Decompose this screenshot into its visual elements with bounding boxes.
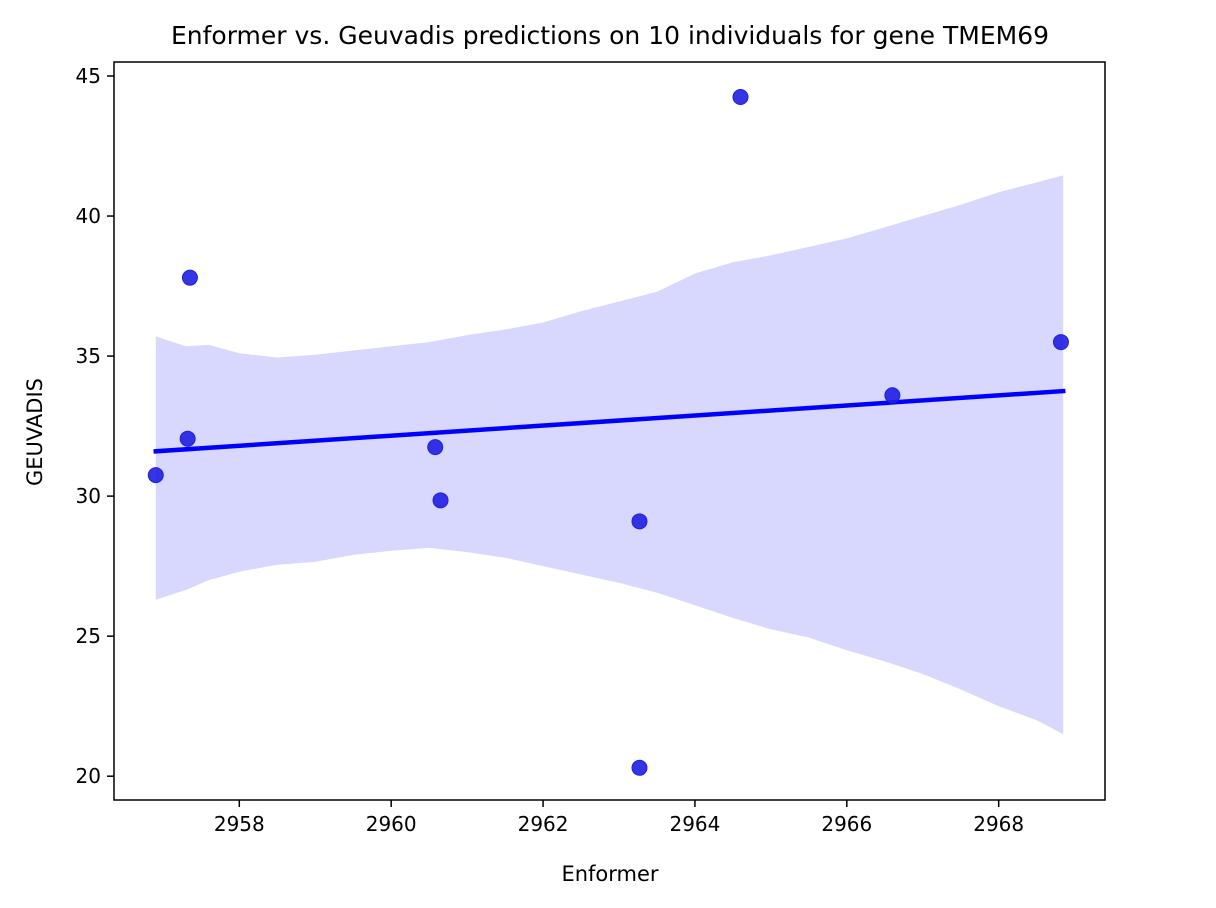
- x-axis: 2958 2960 2962 2964 2966 2968: [214, 800, 1024, 836]
- y-tick-label: 45: [76, 64, 101, 88]
- data-point: [432, 492, 449, 509]
- regression-line-layer: [153, 388, 1066, 454]
- confidence-band-layer: [155, 175, 1064, 735]
- confidence-band: [155, 175, 1064, 735]
- data-point: [179, 430, 196, 447]
- y-axis-label: GEUVADIS: [23, 378, 47, 486]
- data-point: [1052, 334, 1069, 351]
- data-point: [884, 387, 901, 404]
- x-axis-label: Enformer: [561, 862, 658, 886]
- data-point: [631, 759, 648, 776]
- y-axis: 20 25 30 35 40 45: [76, 64, 114, 788]
- plot-frame: [113, 61, 1106, 801]
- data-point: [732, 89, 749, 106]
- x-tick-label: 2958: [214, 812, 265, 836]
- x-tick-label: 2964: [669, 812, 720, 836]
- y-tick-label: 30: [76, 484, 101, 508]
- x-tick-label: 2962: [518, 812, 569, 836]
- data-point: [631, 513, 648, 530]
- data-point: [147, 467, 164, 484]
- y-tick-label: 20: [76, 764, 101, 788]
- regression-line: [153, 388, 1066, 454]
- points-layer: [147, 89, 1069, 776]
- data-point: [427, 439, 444, 456]
- data-point: [181, 269, 198, 286]
- y-tick-label: 40: [76, 204, 101, 228]
- chart-title: Enformer vs. Geuvadis predictions on 10 …: [171, 21, 1049, 50]
- y-tick-label: 25: [76, 624, 101, 648]
- x-tick-label: 2960: [366, 812, 417, 836]
- x-tick-label: 2968: [973, 812, 1024, 836]
- x-tick-label: 2966: [821, 812, 872, 836]
- y-tick-label: 35: [76, 344, 101, 368]
